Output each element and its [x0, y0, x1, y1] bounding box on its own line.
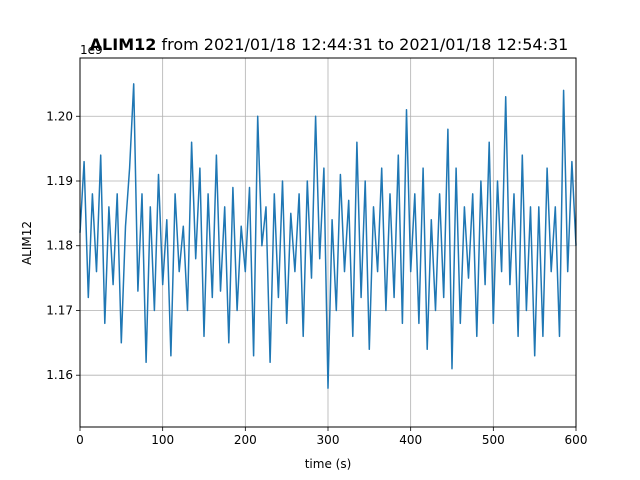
x-tick-label: 100: [151, 433, 174, 447]
x-axis-label: time (s): [305, 457, 352, 471]
y-axis-label: ALIM12: [20, 221, 34, 265]
y-tick-label: 1.19: [46, 174, 73, 188]
y-axis-ticks: 1.16 1.17 1.18 1.19 1.20: [46, 109, 80, 382]
chart-title-range: from 2021/01/18 12:44:31 to 2021/01/18 1…: [156, 35, 568, 54]
x-tick-label: 500: [482, 433, 505, 447]
series-line-0: [79, 83, 577, 389]
chart-title-bold: ALIM12: [90, 35, 157, 54]
x-tick-label: 400: [399, 433, 422, 447]
y-tick-label: 1.20: [46, 109, 73, 123]
series-group: [79, 83, 577, 389]
chart-title: ALIM12 from 2021/01/18 12:44:31 to 2021/…: [90, 35, 569, 54]
y-offset-label: 1e9: [80, 43, 103, 57]
y-tick-label: 1.18: [46, 239, 73, 253]
svg-text:ALIM12 from 2021/01/18 12:44:3: ALIM12 from 2021/01/18 12:44:31 to 2021/…: [90, 35, 569, 54]
x-tick-label: 0: [76, 433, 84, 447]
x-tick-label: 600: [565, 433, 588, 447]
x-axis-ticks: 0 100 200 300 400 500 600: [76, 427, 587, 447]
y-tick-label: 1.16: [46, 368, 73, 382]
y-tick-label: 1.17: [46, 303, 73, 317]
x-tick-label: 200: [234, 433, 257, 447]
x-tick-label: 300: [317, 433, 340, 447]
